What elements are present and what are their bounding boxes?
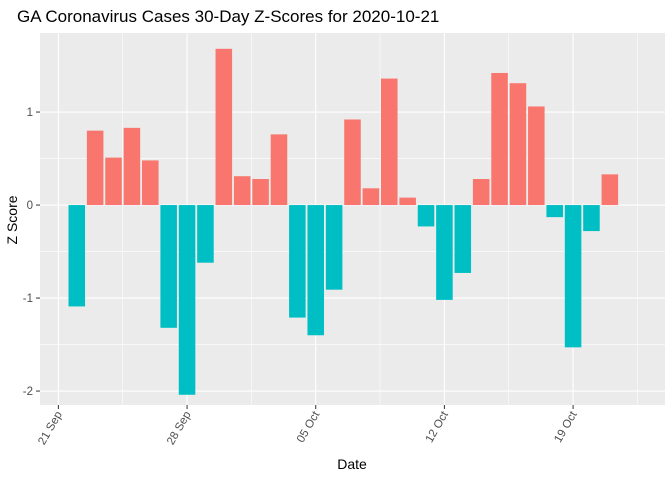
bar [160, 205, 177, 328]
bar [325, 205, 343, 290]
y-tick-label: -2 [23, 386, 33, 398]
bar [436, 205, 453, 300]
bar [509, 83, 527, 206]
y-axis-title: Z Score [4, 195, 20, 244]
bar [399, 197, 416, 206]
bar [528, 106, 545, 206]
bar [491, 72, 508, 206]
bar [344, 119, 361, 206]
x-tick-label: 28 Sep [165, 410, 194, 448]
chart-title: GA Coronavirus Cases 30-Day Z-Scores for… [17, 7, 439, 26]
bar [289, 205, 306, 318]
bar [362, 188, 380, 206]
y-tick-label: 1 [27, 107, 33, 119]
bar [454, 205, 472, 273]
x-tick-label: 19 Oct [552, 409, 580, 445]
bar [233, 176, 251, 206]
bar [307, 205, 325, 336]
y-tick-label: 0 [27, 200, 33, 212]
bar [601, 174, 619, 206]
bar [472, 179, 490, 206]
bar [215, 48, 233, 206]
plot-panel [40, 33, 665, 405]
bar [546, 205, 563, 218]
bar [178, 205, 196, 395]
bar [583, 205, 600, 232]
bar [252, 179, 269, 206]
x-tick-label: 21 Sep [36, 410, 65, 448]
bar [68, 205, 86, 307]
x-axis-title: Date [337, 456, 367, 472]
bar [197, 205, 214, 263]
bar [417, 205, 435, 227]
x-tick-label: 05 Oct [295, 409, 323, 445]
bar [86, 130, 104, 206]
bar [564, 205, 582, 348]
bar [123, 127, 141, 206]
y-tick-label: -1 [23, 293, 33, 305]
bar [270, 134, 288, 206]
x-tick-label: 12 Oct [424, 409, 452, 445]
bar [105, 157, 122, 206]
bar [380, 78, 398, 206]
bar [142, 160, 159, 206]
